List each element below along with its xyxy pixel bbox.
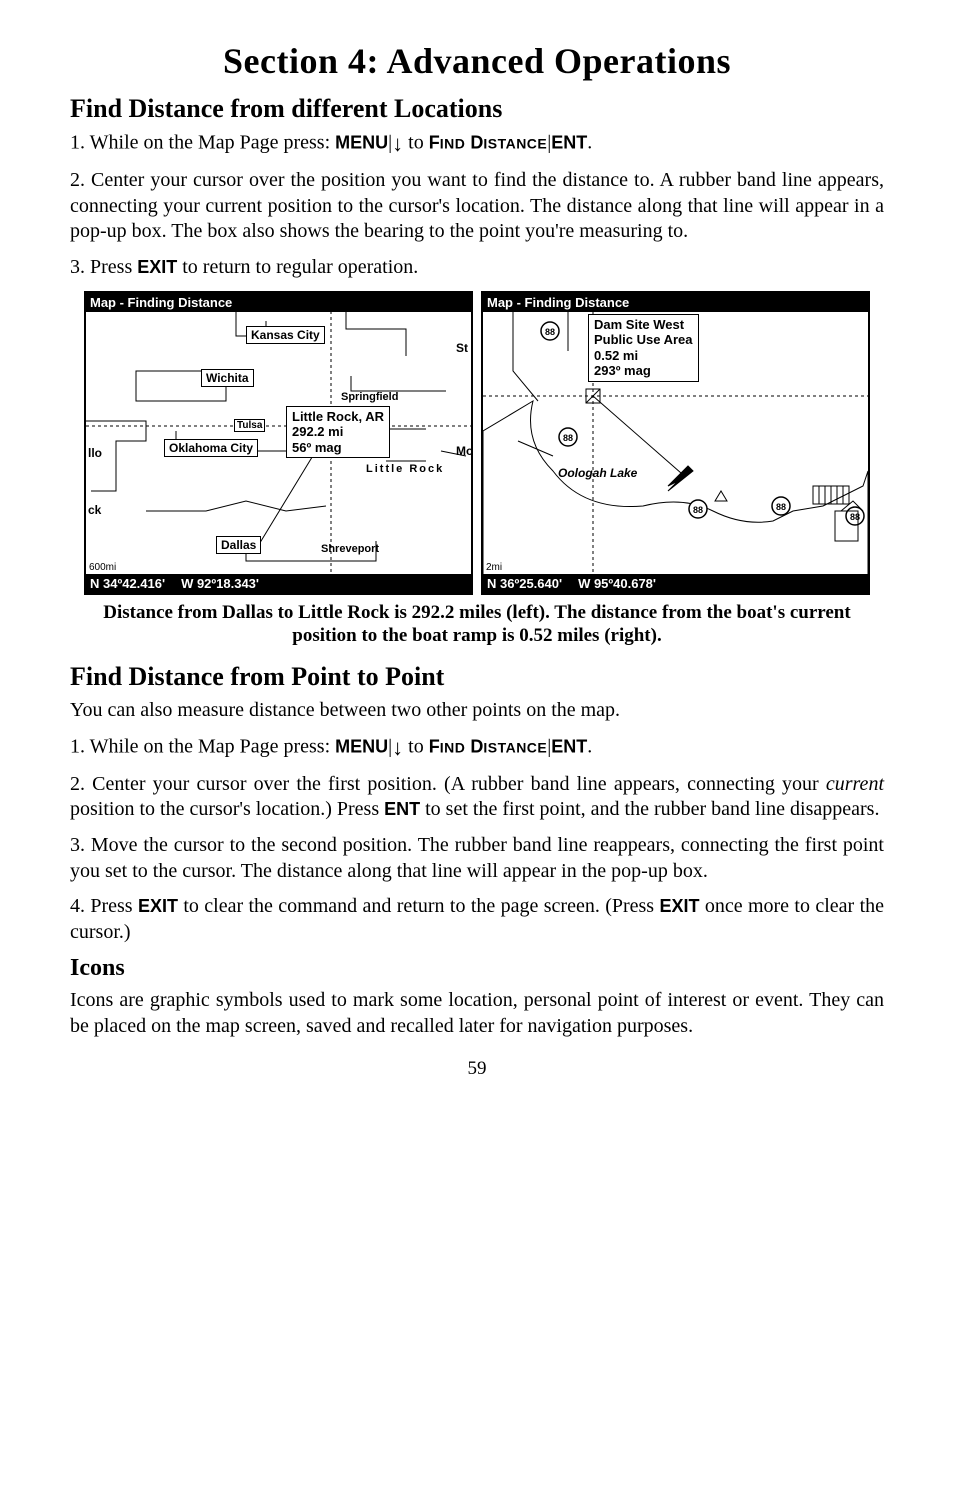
find-f: F [429, 133, 440, 153]
city-dallas: Dallas [216, 536, 261, 554]
popup-l3: 56º mag [292, 440, 384, 456]
city-tulsa: Tulsa [234, 419, 265, 432]
down-arrow-icon: ↓ [392, 131, 403, 156]
status-w-right: W 95º40.678' [578, 576, 656, 591]
svg-text:88: 88 [776, 502, 786, 512]
heading-icons: Icons [70, 955, 884, 982]
city-wichita: Wichita [201, 369, 254, 387]
heading-find-diff-locations: Find Distance from different Locations [70, 94, 884, 124]
dist-d: D [465, 133, 483, 153]
p6b: position to the cursor's location.) Pres… [70, 798, 384, 820]
step-1-diff: 1. While on the Map Page press: MENU|↓ t… [70, 130, 884, 158]
figure-row: Map - Finding Distance Kansas City Wichi… [70, 291, 884, 595]
popup-r1: Dam Site West [594, 317, 693, 333]
step-2-p2p: 2. Center your cursor over the first pos… [70, 772, 884, 823]
down-arrow-icon: ↓ [392, 735, 403, 760]
heading-point-to-point: Find Distance from Point to Point [70, 662, 884, 692]
svg-text:88: 88 [850, 512, 860, 522]
popup-right: Dam Site West Public Use Area 0.52 mi 29… [588, 314, 699, 382]
scale-right: 2mi [486, 562, 502, 573]
scale-left: 600mi [89, 562, 116, 573]
city-okc: Oklahoma City [164, 439, 258, 457]
ent-key: ENT [551, 133, 587, 153]
popup-l2: 292.2 mi [292, 424, 384, 440]
status-n-left: N 34º42.416' [90, 576, 165, 591]
city-springfield: Springfield [341, 391, 398, 403]
statusbar-right: N 36º25.640' W 95º40.678' [483, 574, 868, 593]
dist-rest: ISTANCE [483, 739, 547, 755]
popup-r3: 0.52 mi [594, 348, 693, 364]
city-shreveport: Shreveport [321, 543, 379, 555]
step-1-p2p: 1. While on the Map Page press: MENU|↓ t… [70, 734, 884, 762]
step-4-p2p: 4. Press EXIT to clear the command and r… [70, 894, 884, 945]
icons-paragraph: Icons are graphic symbols used to mark s… [70, 988, 884, 1039]
city-kansas: Kansas City [246, 326, 325, 344]
label-mo: Mo [456, 444, 473, 458]
find-rest: IND [440, 136, 466, 152]
find-f: F [429, 736, 440, 756]
p8b: to clear the command and return to the p… [178, 895, 659, 917]
period: . [587, 735, 592, 757]
step3-a: 3. Press [70, 256, 137, 278]
statusbar-left: N 34º42.416' W 92º18.343' [86, 574, 471, 593]
step1b-text: 1. While on the Map Page press: [70, 735, 335, 757]
map-body-right: 88 88 88 88 88 [483, 311, 868, 575]
exit-key: EXIT [659, 896, 699, 916]
p6a: 2. Center your cursor over the first pos… [70, 773, 826, 795]
p2p-intro: You can also measure distance between tw… [70, 698, 884, 724]
lake-label: Oologah Lake [558, 466, 637, 480]
popup-left: Little Rock, AR 292.2 mi 56º mag [286, 406, 390, 459]
svg-text:88: 88 [693, 505, 703, 515]
period: . [587, 132, 592, 154]
step-3-diff: 3. Press EXIT to return to regular opera… [70, 255, 884, 281]
label-st: St [456, 341, 468, 355]
popup-r4: 293º mag [594, 363, 693, 379]
find-rest: IND [440, 739, 466, 755]
p6c: to set the first point, and the rubber b… [420, 798, 879, 820]
map-body-left: Kansas City Wichita Springfield Tulsa Ok… [86, 311, 471, 575]
figure-caption: Distance from Dallas to Little Rock is 2… [90, 601, 864, 649]
city-littlerock: Little Rock [366, 463, 444, 475]
menu-key: MENU [335, 736, 388, 756]
figure-right: Map - Finding Distance 88 88 88 88 [481, 291, 870, 595]
status-w-left: W 92º18.343' [181, 576, 259, 591]
section-title: Section 4: Advanced Operations [70, 40, 884, 82]
popup-r2: Public Use Area [594, 332, 693, 348]
p6-em: current [826, 773, 884, 795]
figure-titlebar: Map - Finding Distance [86, 293, 471, 312]
step3-b: to return to regular operation. [177, 256, 418, 278]
dist-d: D [465, 736, 483, 756]
figure-left: Map - Finding Distance Kansas City Wichi… [84, 291, 473, 595]
page-number: 59 [70, 1058, 884, 1080]
ent-key: ENT [551, 736, 587, 756]
ent-key: ENT [384, 799, 420, 819]
exit-key: EXIT [137, 257, 177, 277]
step1b-to: to [403, 735, 429, 757]
step1-to: to [403, 132, 429, 154]
dist-rest: ISTANCE [483, 136, 547, 152]
map-lines-left [86, 311, 471, 575]
step-2-diff: 2. Center your cursor over the position … [70, 168, 884, 245]
step-3-p2p: 3. Move the cursor to the second positio… [70, 833, 884, 884]
status-n-right: N 36º25.640' [487, 576, 562, 591]
p8a: 4. Press [70, 895, 138, 917]
menu-key: MENU [335, 133, 388, 153]
figure-titlebar: Map - Finding Distance [483, 293, 868, 312]
svg-text:88: 88 [563, 433, 573, 443]
svg-text:88: 88 [545, 327, 555, 337]
step1-text: 1. While on the Map Page press: [70, 132, 335, 154]
label-ck: ck [88, 503, 101, 517]
exit-key: EXIT [138, 896, 178, 916]
popup-l1: Little Rock, AR [292, 409, 384, 425]
label-llo: llo [88, 446, 102, 460]
